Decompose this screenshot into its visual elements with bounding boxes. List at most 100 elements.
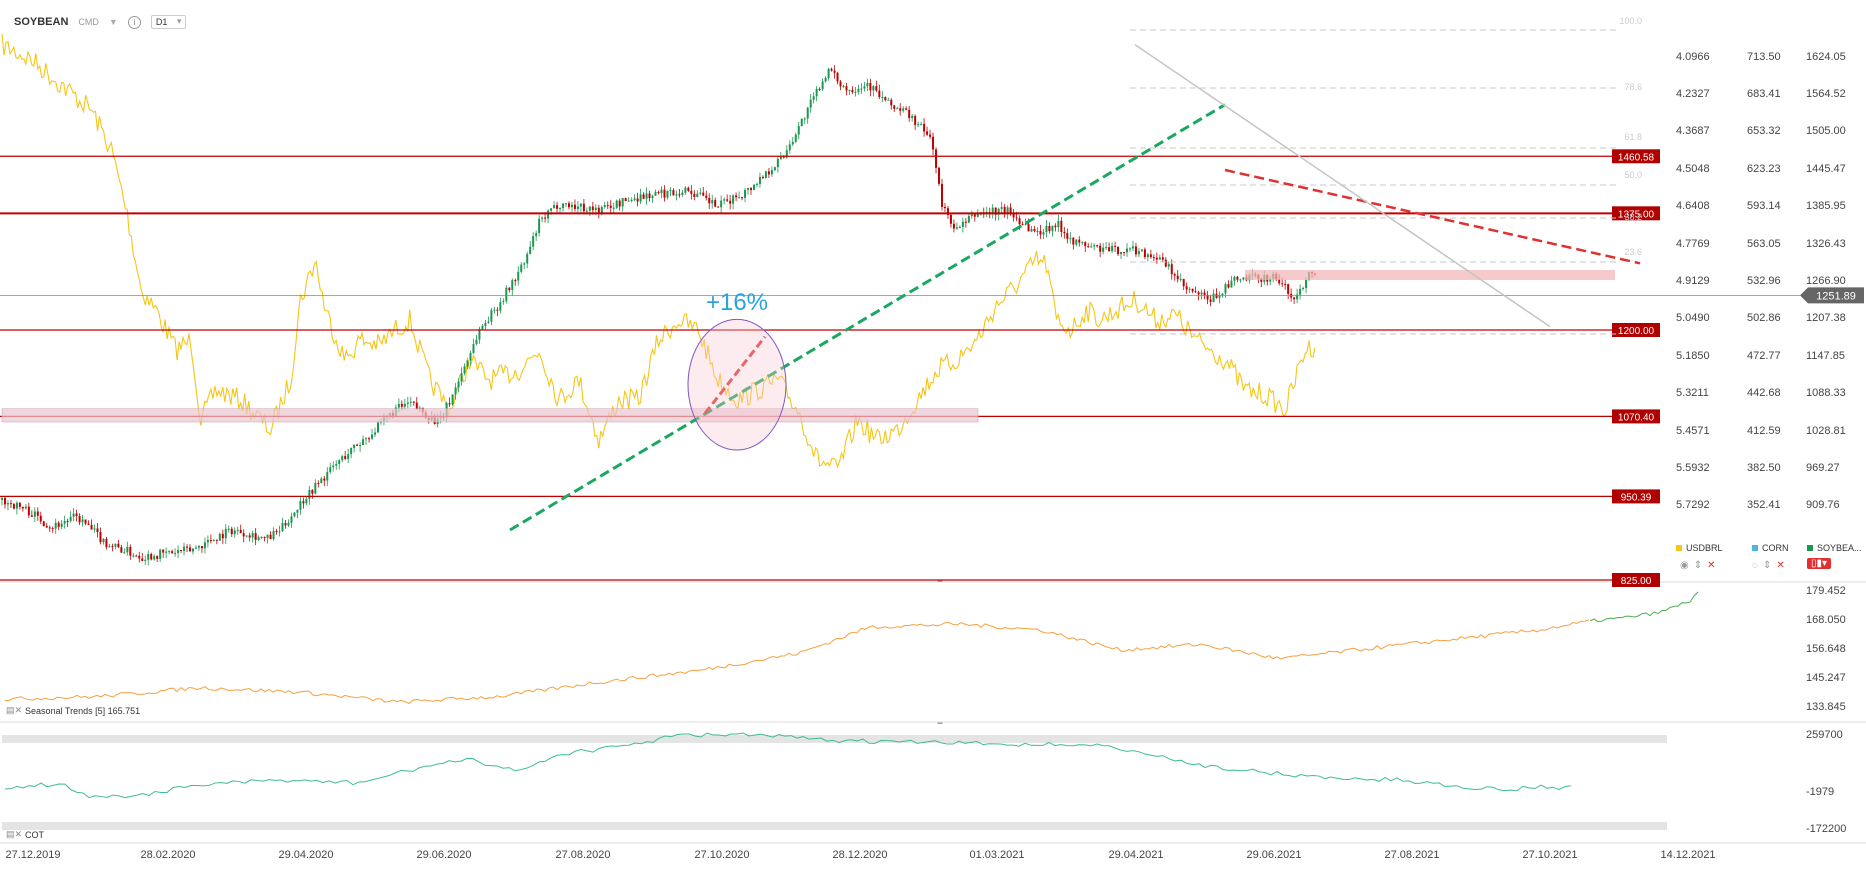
soybean-candle-body: [779, 156, 782, 159]
soybean-candle-body: [1134, 246, 1137, 255]
level-tag-label: 1070.40: [1618, 412, 1655, 423]
soybean-candle-body: [1084, 242, 1087, 247]
soybean-candle-body: [773, 167, 776, 171]
soybean-candle-body: [645, 193, 648, 199]
x-axis-tick: 27.10.2021: [1522, 849, 1577, 861]
soybean-candle-body: [1078, 239, 1081, 243]
chart-toolbar: SOYBEAN CMD ▼ i D1: [14, 12, 187, 32]
cot-lower-band: [2, 822, 1667, 830]
soybean-candle-body: [314, 482, 317, 494]
soybean-candle-body: [1000, 207, 1003, 209]
soybean-candle-body: [1161, 257, 1164, 260]
soybean-candle-body: [290, 516, 293, 523]
soybean-candle-body: [27, 506, 30, 516]
soybean-candle-body: [729, 200, 732, 204]
soybean-candle-body: [365, 438, 368, 440]
candle-style-icon[interactable]: ▯▮▾: [1807, 558, 1832, 569]
soybean-candle-body: [209, 539, 212, 542]
soybean-candle-body: [227, 528, 230, 530]
soybean-candle-body: [63, 520, 66, 524]
cot-scale-tick: 259700: [1806, 729, 1843, 741]
soybean-candle-body: [278, 531, 281, 533]
soybean-candle-body: [147, 554, 150, 560]
soybean-candle-body: [347, 454, 350, 459]
soybean-candle-body: [200, 546, 203, 549]
corn-scale-tick: 352.41: [1747, 499, 1781, 511]
timeframe-select[interactable]: D1: [150, 15, 187, 29]
soybean-candle-body: [415, 402, 418, 409]
soybean-candle-body: [588, 206, 591, 211]
level-tag-label: 950.39: [1621, 492, 1652, 503]
legend-usdbrl[interactable]: USDBRL: [1676, 543, 1723, 553]
soybean-candle-body: [547, 210, 550, 219]
soybean-candle-body: [505, 287, 508, 302]
soybean-candle-body: [1167, 264, 1170, 267]
soybean-candle-body: [1233, 276, 1236, 281]
legend-soybean[interactable]: SOYBEA...: [1807, 543, 1862, 553]
soybean-candle-body: [93, 528, 96, 530]
soybean-candle-body: [726, 199, 729, 201]
reorder-icon[interactable]: ⇕: [1762, 560, 1772, 571]
eye-icon[interactable]: ◉: [1680, 560, 1689, 571]
soybean-candle-body: [818, 88, 821, 90]
percent-annotation: +16%: [706, 289, 768, 316]
soybean-candle-body: [108, 546, 111, 548]
soybean-candle-body: [881, 97, 884, 99]
soybean-scale-tick: 1564.52: [1806, 88, 1846, 100]
soybean-candle-body: [1137, 251, 1140, 255]
soybean-candle-body: [356, 444, 359, 446]
soybean-candle-body: [1006, 207, 1009, 214]
soybean-candle-body: [287, 522, 290, 526]
soybean-candle-body: [764, 171, 767, 178]
eye-icon[interactable]: ◌: [1752, 560, 1758, 571]
soybean-candle-body: [57, 522, 60, 527]
symbol-name[interactable]: SOYBEAN: [14, 16, 69, 28]
soybean-candle-body: [1149, 254, 1152, 258]
soybean-candle-body: [994, 207, 997, 215]
symbol-dropdown-icon[interactable]: ▼: [108, 17, 118, 27]
soybean-candle-body: [1131, 246, 1134, 249]
soybean-candle-body: [964, 221, 967, 223]
reorder-icon[interactable]: ⇕: [1693, 560, 1703, 571]
fib-level-label: 61.8: [1624, 132, 1642, 142]
soybean-candle-body: [553, 205, 556, 209]
soybean-candle-body: [1146, 254, 1149, 258]
soybean-candle-body: [523, 263, 526, 265]
soybean-candle-body: [1176, 275, 1179, 280]
soybean-candle-body: [409, 401, 412, 403]
soybean-candle-body: [481, 325, 484, 330]
level-tag: [1612, 573, 1660, 587]
soybean-candle-body: [815, 88, 818, 97]
soybean-candle-body: [1170, 264, 1173, 275]
panel-menu-icon[interactable]: ▤✕: [6, 705, 23, 715]
soybean-candle-body: [1069, 237, 1072, 239]
uptrend-line: [509, 103, 1226, 532]
soybean-candle-body: [755, 183, 758, 185]
soybean-candle-body: [600, 207, 603, 214]
soybean-candle-body: [499, 302, 502, 311]
soybean-candle-body: [42, 521, 45, 526]
close-icon[interactable]: ✕: [1707, 560, 1716, 571]
panel-menu-icon[interactable]: ▤✕: [6, 829, 23, 839]
last-price-tag: [1800, 287, 1864, 304]
soybean-candle-body: [911, 115, 914, 119]
seasonal-scale-tick: 179.452: [1806, 585, 1846, 597]
soybean-candle-body: [750, 188, 753, 190]
close-icon[interactable]: ✕: [1776, 560, 1785, 571]
soybean-candle-body: [1200, 292, 1203, 295]
soybean-candle-body: [374, 432, 377, 435]
fib-level-label: 78.6: [1624, 82, 1642, 92]
soybean-candle-body: [967, 215, 970, 223]
soybean-candle-body: [1281, 283, 1284, 285]
soybean-scale-tick: 1445.47: [1806, 163, 1846, 175]
info-icon[interactable]: i: [127, 15, 141, 29]
soybean-candle-body: [699, 192, 702, 194]
legend-corn[interactable]: CORN: [1752, 543, 1789, 553]
usdbrl-scale-tick: 4.7769: [1676, 238, 1710, 250]
soybean-candle-body: [174, 553, 177, 555]
soybean-candle-body: [935, 149, 938, 168]
soybean-candle-body: [144, 559, 147, 561]
soybean-candle-body: [1012, 212, 1015, 218]
soybean-candle-body: [1024, 223, 1027, 225]
